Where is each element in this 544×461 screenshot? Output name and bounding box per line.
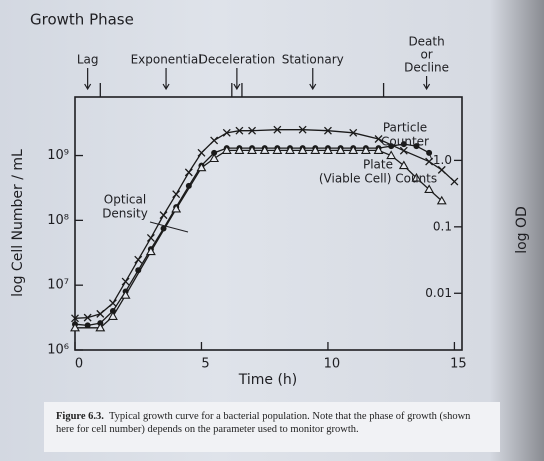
triangle-marker [411,172,422,182]
x-marker [159,211,168,220]
triangle-marker [145,246,156,256]
triangle-marker [171,203,182,213]
circle-marker [413,143,420,150]
phase-arrow [84,68,92,91]
phase-label: Death [408,35,444,49]
circle-marker [84,322,91,329]
caption-label: Figure 6.3. [56,411,104,422]
caption-text: Typical growth curve for a bacterial pop… [56,411,471,435]
triangle-marker [247,145,258,154]
x-tick-label: 5 [201,357,209,372]
triangle-marker [221,145,232,154]
circle-marker [211,149,218,156]
circle-marker [185,182,192,189]
x-marker [146,234,155,242]
triangle-marker [373,145,384,154]
x-marker [121,277,130,286]
x-marker [71,314,79,323]
y-tick-label: 10⁷ [47,278,69,293]
triangle-marker [322,145,333,154]
x-marker [273,125,282,134]
phase-label: Deceleration [199,53,276,67]
x-marker [96,309,105,318]
y-axis-label: log Cell Number / mL [10,149,26,297]
phase-label: Exponential [131,53,202,67]
triangle-marker [95,322,106,332]
x-tick-label: 15 [450,357,467,372]
label-pointer [149,221,189,233]
triangle-marker [209,153,220,163]
x-axis-label: Time (h) [238,372,298,388]
triangle-marker [259,145,270,154]
chart: Growth Phase Time (h) log Cell Number / … [10,11,530,389]
series-label: Particle [383,121,427,135]
triangle-marker [398,160,409,170]
series-label: (Viable Cell) Counts [319,172,437,186]
triangle-marker [297,145,308,154]
triangle-marker [234,145,245,154]
y-tick-label: 10⁸ [47,213,69,228]
triangle-marker [120,290,131,299]
x-marker [172,190,181,199]
triangle-marker [285,145,295,154]
triangle-marker [70,322,80,332]
x-marker [108,299,117,308]
x-marker [235,126,244,135]
triangle-marker [335,145,346,154]
plot-frame [74,96,463,351]
circle-marker [388,143,395,150]
x-marker [349,128,358,137]
triangle-marker [386,150,397,160]
x-marker [83,313,92,322]
x-marker [450,177,459,186]
x-marker [222,128,231,137]
series-label: Density [102,207,148,221]
y2-axis-label: log OD [514,206,530,254]
chart-title: Growth Phase [30,11,134,29]
label-pointer [427,149,433,161]
series-label: Counter [381,135,429,149]
series-label: Optical [104,193,146,207]
phase-arrow [309,68,317,91]
phase-arrow [423,76,431,91]
phase-arrow [233,68,241,91]
x-marker [184,168,193,177]
x-tick-label: 10 [324,357,341,372]
x-marker [399,146,408,155]
x-tick-label: 0 [75,357,83,372]
y2-tick-label: 1.0 [433,153,452,167]
triangle-marker [436,195,447,205]
circle-marker [109,307,116,314]
x-marker [197,148,206,157]
triangle-marker [107,311,118,320]
phase-label: Lag [77,53,99,67]
x-marker [437,165,446,174]
y2-tick-label: 0.01 [425,286,452,300]
x-marker [323,126,332,135]
series-line [74,129,455,319]
phase-arrow [162,68,170,91]
caption: Figure 6.3. Typical growth curve for a b… [44,402,500,452]
phase-label: or [420,48,432,62]
y-tick-label: 10⁶ [47,343,69,358]
x-marker [248,126,257,135]
triangle-marker [310,145,321,154]
x-marker [298,125,307,134]
circle-marker [400,141,407,148]
triangle-marker [272,145,283,154]
x-marker [134,255,143,264]
y-tick-label: 10⁹ [47,148,69,163]
triangle-marker [196,162,207,172]
triangle-marker [348,145,359,154]
series-label: Plate [363,158,393,172]
triangle-marker [360,145,371,154]
x-marker [374,135,383,143]
y2-tick-label: 0.1 [433,219,452,233]
phase-label: Stationary [282,53,344,67]
x-marker [210,136,219,145]
triangle-marker [424,184,435,193]
phase-label: Decline [404,61,449,75]
